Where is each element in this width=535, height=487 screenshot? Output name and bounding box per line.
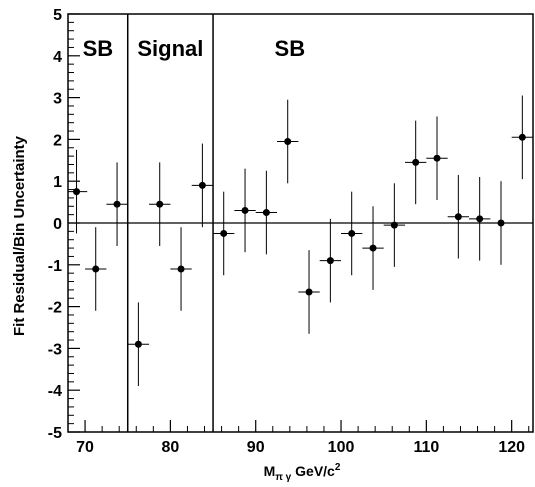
- data-point: [383, 183, 406, 267]
- x-tick-label: 110: [413, 439, 439, 456]
- y-tick-label: 3: [53, 91, 62, 108]
- y-tick-label: 0: [53, 216, 62, 233]
- data-point: [362, 206, 384, 290]
- data-marker: [241, 206, 249, 214]
- data-marker: [73, 188, 81, 196]
- data-point: [234, 168, 256, 253]
- data-marker: [305, 288, 313, 296]
- data-point: [426, 116, 448, 201]
- data-point: [319, 218, 342, 303]
- x-axis-label-unit: GeV/c: [291, 463, 335, 479]
- data-marker: [412, 158, 420, 166]
- x-tick-label: 70: [76, 439, 94, 456]
- data-marker: [220, 229, 228, 237]
- x-tick-label: 100: [328, 439, 355, 456]
- data-marker: [348, 229, 356, 237]
- data-point: [511, 95, 533, 180]
- y-tick-label: -2: [48, 300, 62, 317]
- data-marker: [326, 257, 334, 265]
- data-point: [405, 120, 427, 205]
- data-marker: [476, 215, 484, 223]
- data-marker: [262, 209, 270, 217]
- data-marker: [177, 265, 185, 273]
- data-point: [277, 99, 299, 184]
- x-axis-label-subscript: π γ: [275, 472, 291, 483]
- data-marker: [92, 265, 100, 273]
- plot-area: SB Signal SB -5 -4 -3 -2 -1 0 1 2 3 4 5 70 80 90 100 110 12…: [48, 7, 534, 456]
- data-point: [68, 149, 88, 234]
- data-point: [255, 170, 278, 255]
- data-marker: [134, 340, 142, 348]
- data-point: [469, 177, 491, 261]
- data-marker: [198, 181, 206, 189]
- y-tick-label: 1: [53, 174, 62, 191]
- data-point: [106, 162, 128, 246]
- data-point: [490, 181, 512, 265]
- y-tick-label: 5: [53, 7, 62, 24]
- x-axis-label-main: M: [264, 463, 276, 479]
- data-point: [341, 191, 363, 276]
- data-point: [447, 174, 470, 259]
- y-tick-label: 4: [53, 49, 62, 66]
- data-marker: [284, 137, 292, 145]
- y-tick-label: 2: [53, 132, 62, 149]
- x-axis-label: Mπ γ GeV/c2: [264, 462, 341, 483]
- x-axis-label-superscript: 2: [335, 462, 341, 473]
- data-marker: [390, 221, 398, 229]
- x-tick-label: 120: [498, 439, 525, 456]
- data-point: [85, 227, 107, 311]
- x-tick-label: 80: [161, 439, 179, 456]
- data-point: [298, 250, 320, 334]
- y-tick-label: -3: [48, 341, 62, 358]
- data-marker: [156, 200, 164, 208]
- data-marker: [113, 200, 121, 208]
- data-marker: [454, 213, 462, 221]
- y-tick-label: -4: [48, 383, 62, 400]
- data-marker: [497, 219, 505, 227]
- y-tick-label: -1: [48, 258, 62, 275]
- data-marker: [518, 133, 526, 141]
- data-point: [170, 227, 192, 311]
- region-label: SB: [275, 36, 306, 61]
- region-label: SB: [83, 36, 114, 61]
- data-point: [213, 191, 235, 276]
- x-tick-label: 90: [247, 439, 265, 456]
- y-axis-label: Fit Residual/Bin Uncertainty: [11, 135, 28, 336]
- y-tick-label: -5: [48, 425, 62, 442]
- region-label: Signal: [137, 36, 203, 61]
- data-marker: [433, 154, 441, 162]
- data-marker: [369, 244, 377, 252]
- data-point: [149, 162, 171, 246]
- data-point: [191, 143, 214, 228]
- data-point: [127, 302, 150, 387]
